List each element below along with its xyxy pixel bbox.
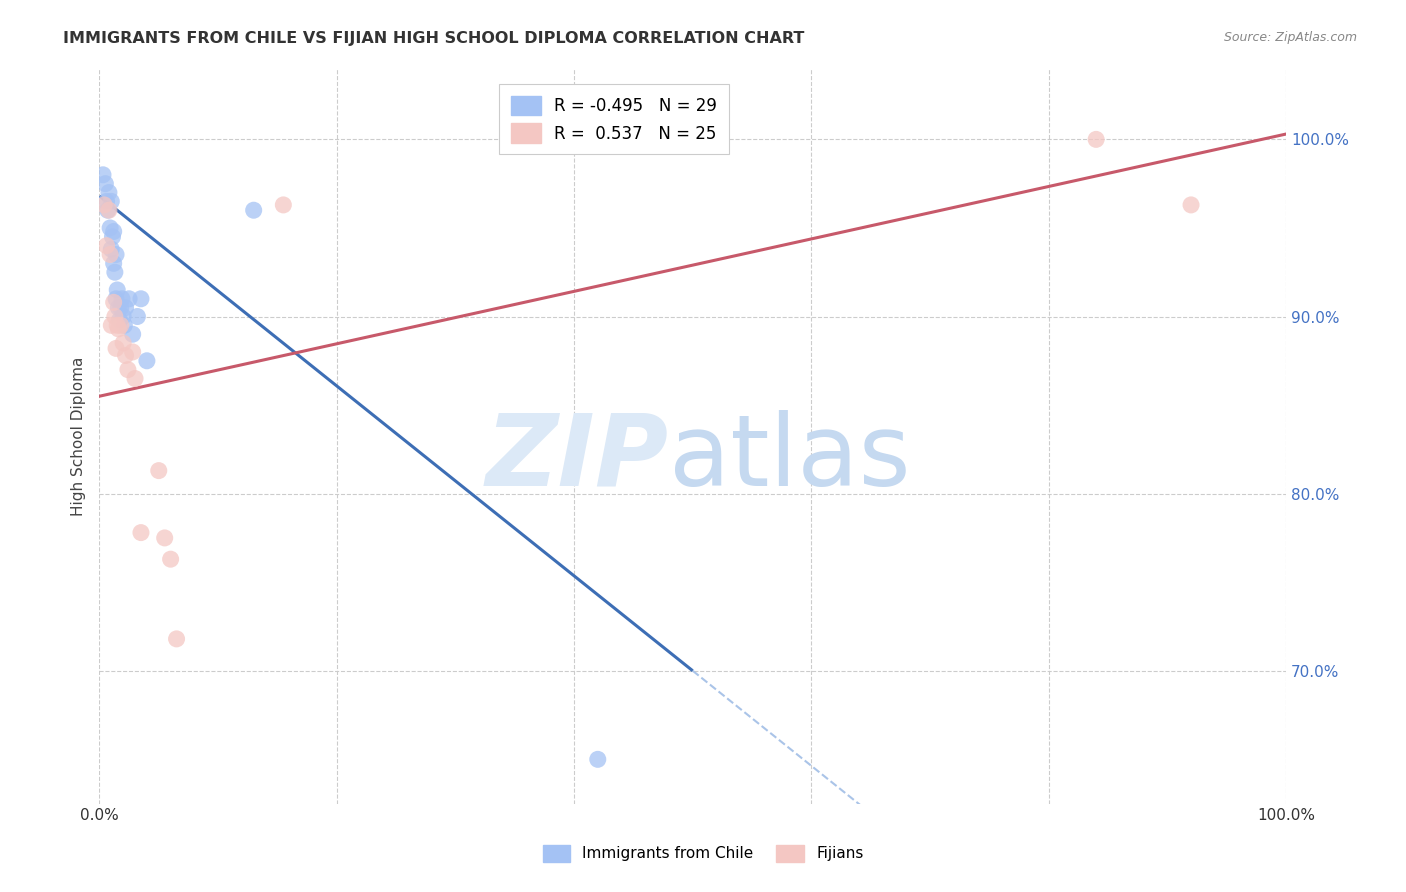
Point bbox=[112, 336, 135, 351]
Point bbox=[98, 221, 121, 235]
Text: Source: ZipAtlas.com: Source: ZipAtlas.com bbox=[1223, 31, 1357, 45]
Point bbox=[242, 203, 264, 218]
Point bbox=[112, 310, 135, 324]
Point bbox=[586, 132, 609, 146]
Legend: R = -0.495   N = 29, R =  0.537   N = 25: R = -0.495 N = 29, R = 0.537 N = 25 bbox=[499, 84, 728, 154]
Point bbox=[110, 318, 132, 333]
Point bbox=[1085, 132, 1108, 146]
Point bbox=[166, 632, 188, 646]
Point bbox=[97, 186, 120, 200]
Point bbox=[121, 345, 143, 359]
Point bbox=[586, 752, 609, 766]
Point bbox=[100, 194, 122, 209]
Point bbox=[107, 301, 129, 315]
Text: ZIP: ZIP bbox=[486, 409, 669, 507]
Point bbox=[105, 283, 128, 297]
Point bbox=[111, 292, 134, 306]
Point bbox=[101, 229, 124, 244]
Point bbox=[117, 362, 139, 376]
Point bbox=[97, 203, 120, 218]
Point bbox=[1180, 198, 1202, 212]
Point bbox=[103, 295, 125, 310]
Point bbox=[91, 168, 114, 182]
Point bbox=[129, 292, 152, 306]
Point bbox=[114, 349, 136, 363]
Point bbox=[118, 292, 141, 306]
Point bbox=[105, 342, 128, 356]
Point bbox=[105, 247, 128, 261]
Point bbox=[105, 318, 128, 333]
Point bbox=[153, 531, 176, 545]
Point bbox=[94, 177, 117, 191]
Point bbox=[93, 198, 115, 212]
Point bbox=[97, 203, 120, 218]
Y-axis label: High School Diploma: High School Diploma bbox=[72, 357, 86, 516]
Text: atlas: atlas bbox=[669, 409, 911, 507]
Legend: Immigrants from Chile, Fijians: Immigrants from Chile, Fijians bbox=[537, 838, 869, 868]
Point bbox=[121, 327, 143, 342]
Point bbox=[98, 247, 121, 261]
Point bbox=[159, 552, 181, 566]
Point bbox=[103, 256, 125, 270]
Point bbox=[127, 310, 149, 324]
Point bbox=[110, 301, 132, 315]
Point bbox=[100, 318, 122, 333]
Point bbox=[135, 353, 157, 368]
Point bbox=[129, 525, 152, 540]
Point bbox=[96, 238, 118, 252]
Point bbox=[108, 313, 131, 327]
Point bbox=[96, 194, 118, 209]
Point bbox=[100, 242, 122, 256]
Point bbox=[103, 225, 125, 239]
Text: IMMIGRANTS FROM CHILE VS FIJIAN HIGH SCHOOL DIPLOMA CORRELATION CHART: IMMIGRANTS FROM CHILE VS FIJIAN HIGH SCH… bbox=[63, 31, 804, 46]
Point bbox=[104, 310, 127, 324]
Point bbox=[105, 292, 128, 306]
Point bbox=[273, 198, 295, 212]
Point bbox=[114, 301, 136, 315]
Point bbox=[148, 464, 170, 478]
Point bbox=[104, 265, 127, 279]
Point bbox=[107, 322, 129, 336]
Point bbox=[112, 318, 135, 333]
Point bbox=[124, 371, 146, 385]
